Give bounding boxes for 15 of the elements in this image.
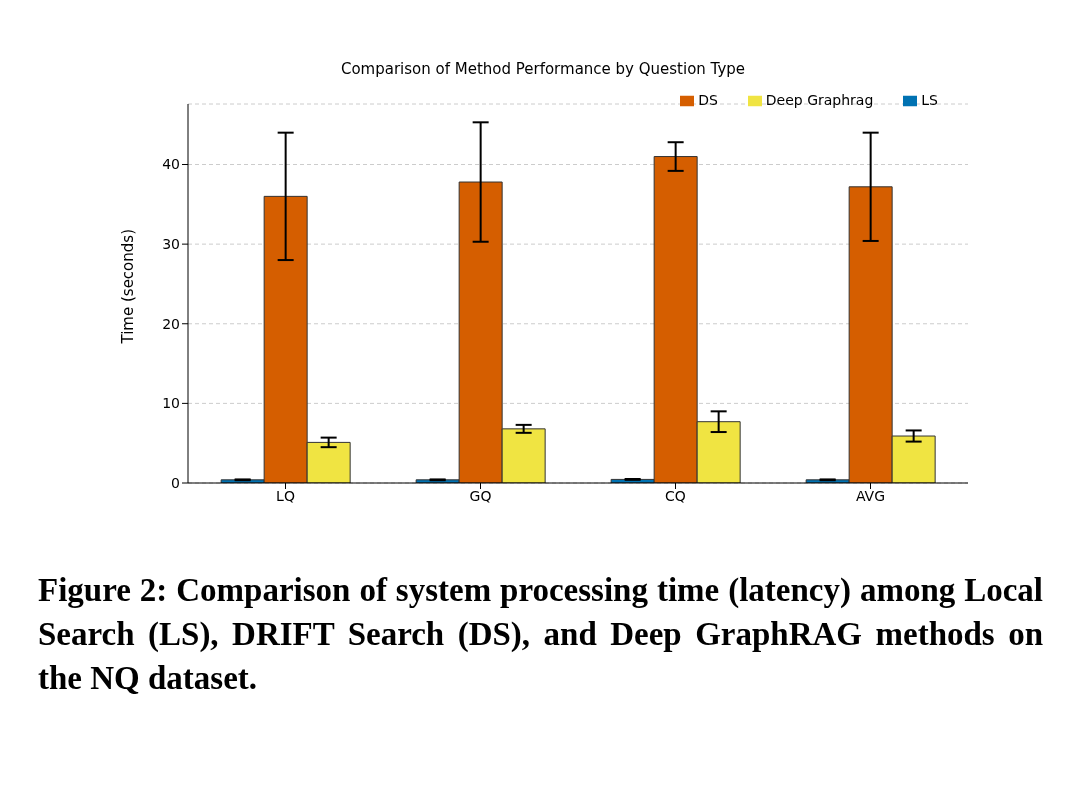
y-tick-label: 0 [171,474,180,491]
legend-label: LS [921,92,938,108]
chart-title: Comparison of Method Performance by Question Type [339,60,747,78]
x-tick-label: AVG [855,487,886,504]
y-tick-label: 20 [162,315,180,332]
y-tick-label: 30 [162,236,180,253]
caption: Figure 2: Comparison of system processing time (latency) among Local Search (LS), DRIFT Search (DS), and Deep GraphRAG methods on the NQ dataset. [38,571,1043,698]
legend-label: Deep Graphrag [765,92,874,108]
y-axis-title: Time (seconds) [119,229,138,345]
x-tick-label: GQ [469,487,492,504]
y-tick-label: 10 [162,395,180,412]
x-tick-label: LQ [276,487,295,504]
y-tick-label: 40 [162,156,180,173]
x-tick-label: CQ [665,487,686,504]
legend-label: DS [698,92,718,108]
